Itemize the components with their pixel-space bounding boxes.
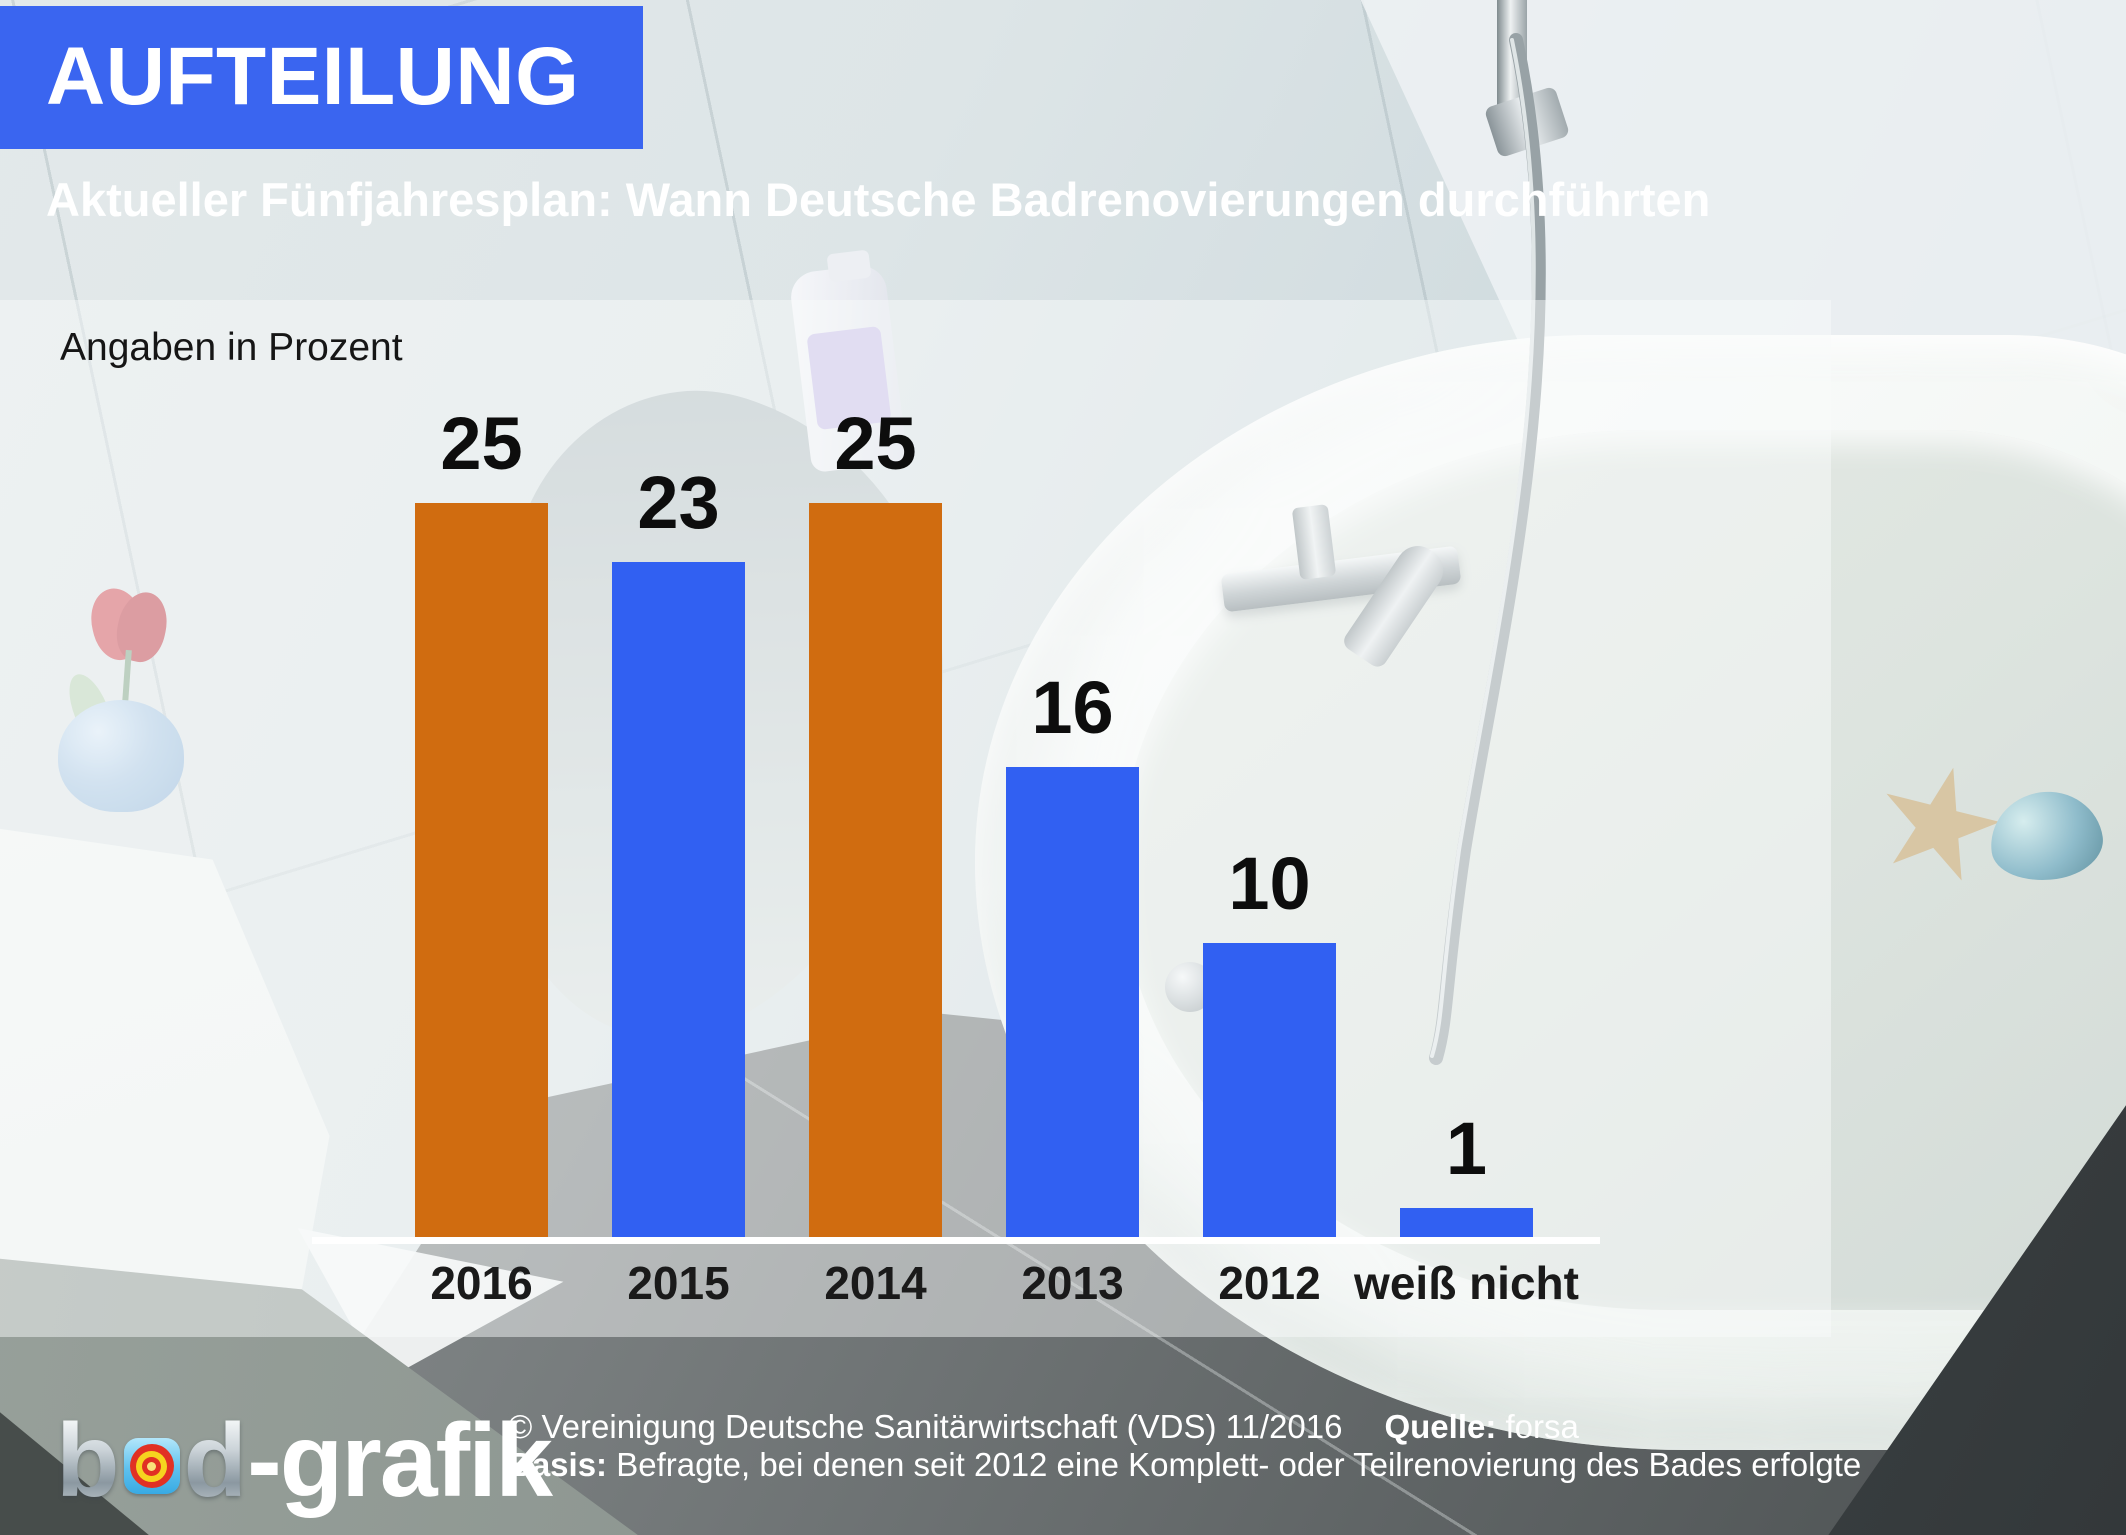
bar-value-label: 23 [637,461,720,544]
bar-2014 [809,503,942,1237]
credit-line-1: © Vereinigung Deutsche Sanitärwirtschaft… [508,1408,1861,1446]
bar-2012 [1203,943,1336,1237]
credit-line-2: Basis: Befragte, bei denen seit 2012 ein… [508,1446,1861,1484]
logo-letter-d: d [183,1402,248,1519]
bar-2015 [612,562,745,1237]
bar-value-label: 25 [440,402,523,485]
source-label: Quelle: [1384,1408,1497,1445]
logo-ring-icon [129,1444,174,1488]
logo-ring-icon [147,1461,157,1471]
basis-label: Basis: [508,1446,608,1483]
source-value: forsa [1505,1408,1579,1445]
x-axis-label: weiß nicht [1354,1257,1579,1309]
logo-ring-icon [136,1450,168,1482]
copyright-text: © Vereinigung Deutsche Sanitärwirtschaft… [508,1408,1343,1445]
bar-value-label: 16 [1031,666,1114,749]
logo-suffix: -grafik [247,1402,553,1519]
flower-vase [58,700,184,812]
x-axis-label: 2014 [824,1257,927,1309]
bar-weiß nicht [1400,1208,1533,1237]
bar-2016 [415,503,548,1237]
bad-grafik-logo: b d -grafik [56,1392,553,1519]
x-axis-label: 2016 [430,1257,533,1309]
x-axis-label: 2013 [1021,1257,1124,1309]
chart-unit-note: Angaben in Prozent [60,326,403,369]
bar-value-label: 1 [1445,1107,1488,1190]
bar-value-label: 25 [834,402,917,485]
x-axis-label: 2015 [627,1257,730,1309]
x-axis-label: 2012 [1218,1257,1321,1309]
bar-value-label: 10 [1228,842,1311,925]
bar-2013 [1006,767,1139,1237]
logo-letter-b: b [56,1402,120,1519]
basis-text: Befragte, bei denen seit 2012 eine Kompl… [616,1446,1862,1483]
logo-ring-icon [142,1456,162,1476]
x-axis-line [312,1237,1600,1244]
logo-a-target-icon [123,1438,180,1494]
credits: © Vereinigung Deutsche Sanitärwirtschaft… [508,1408,1861,1484]
